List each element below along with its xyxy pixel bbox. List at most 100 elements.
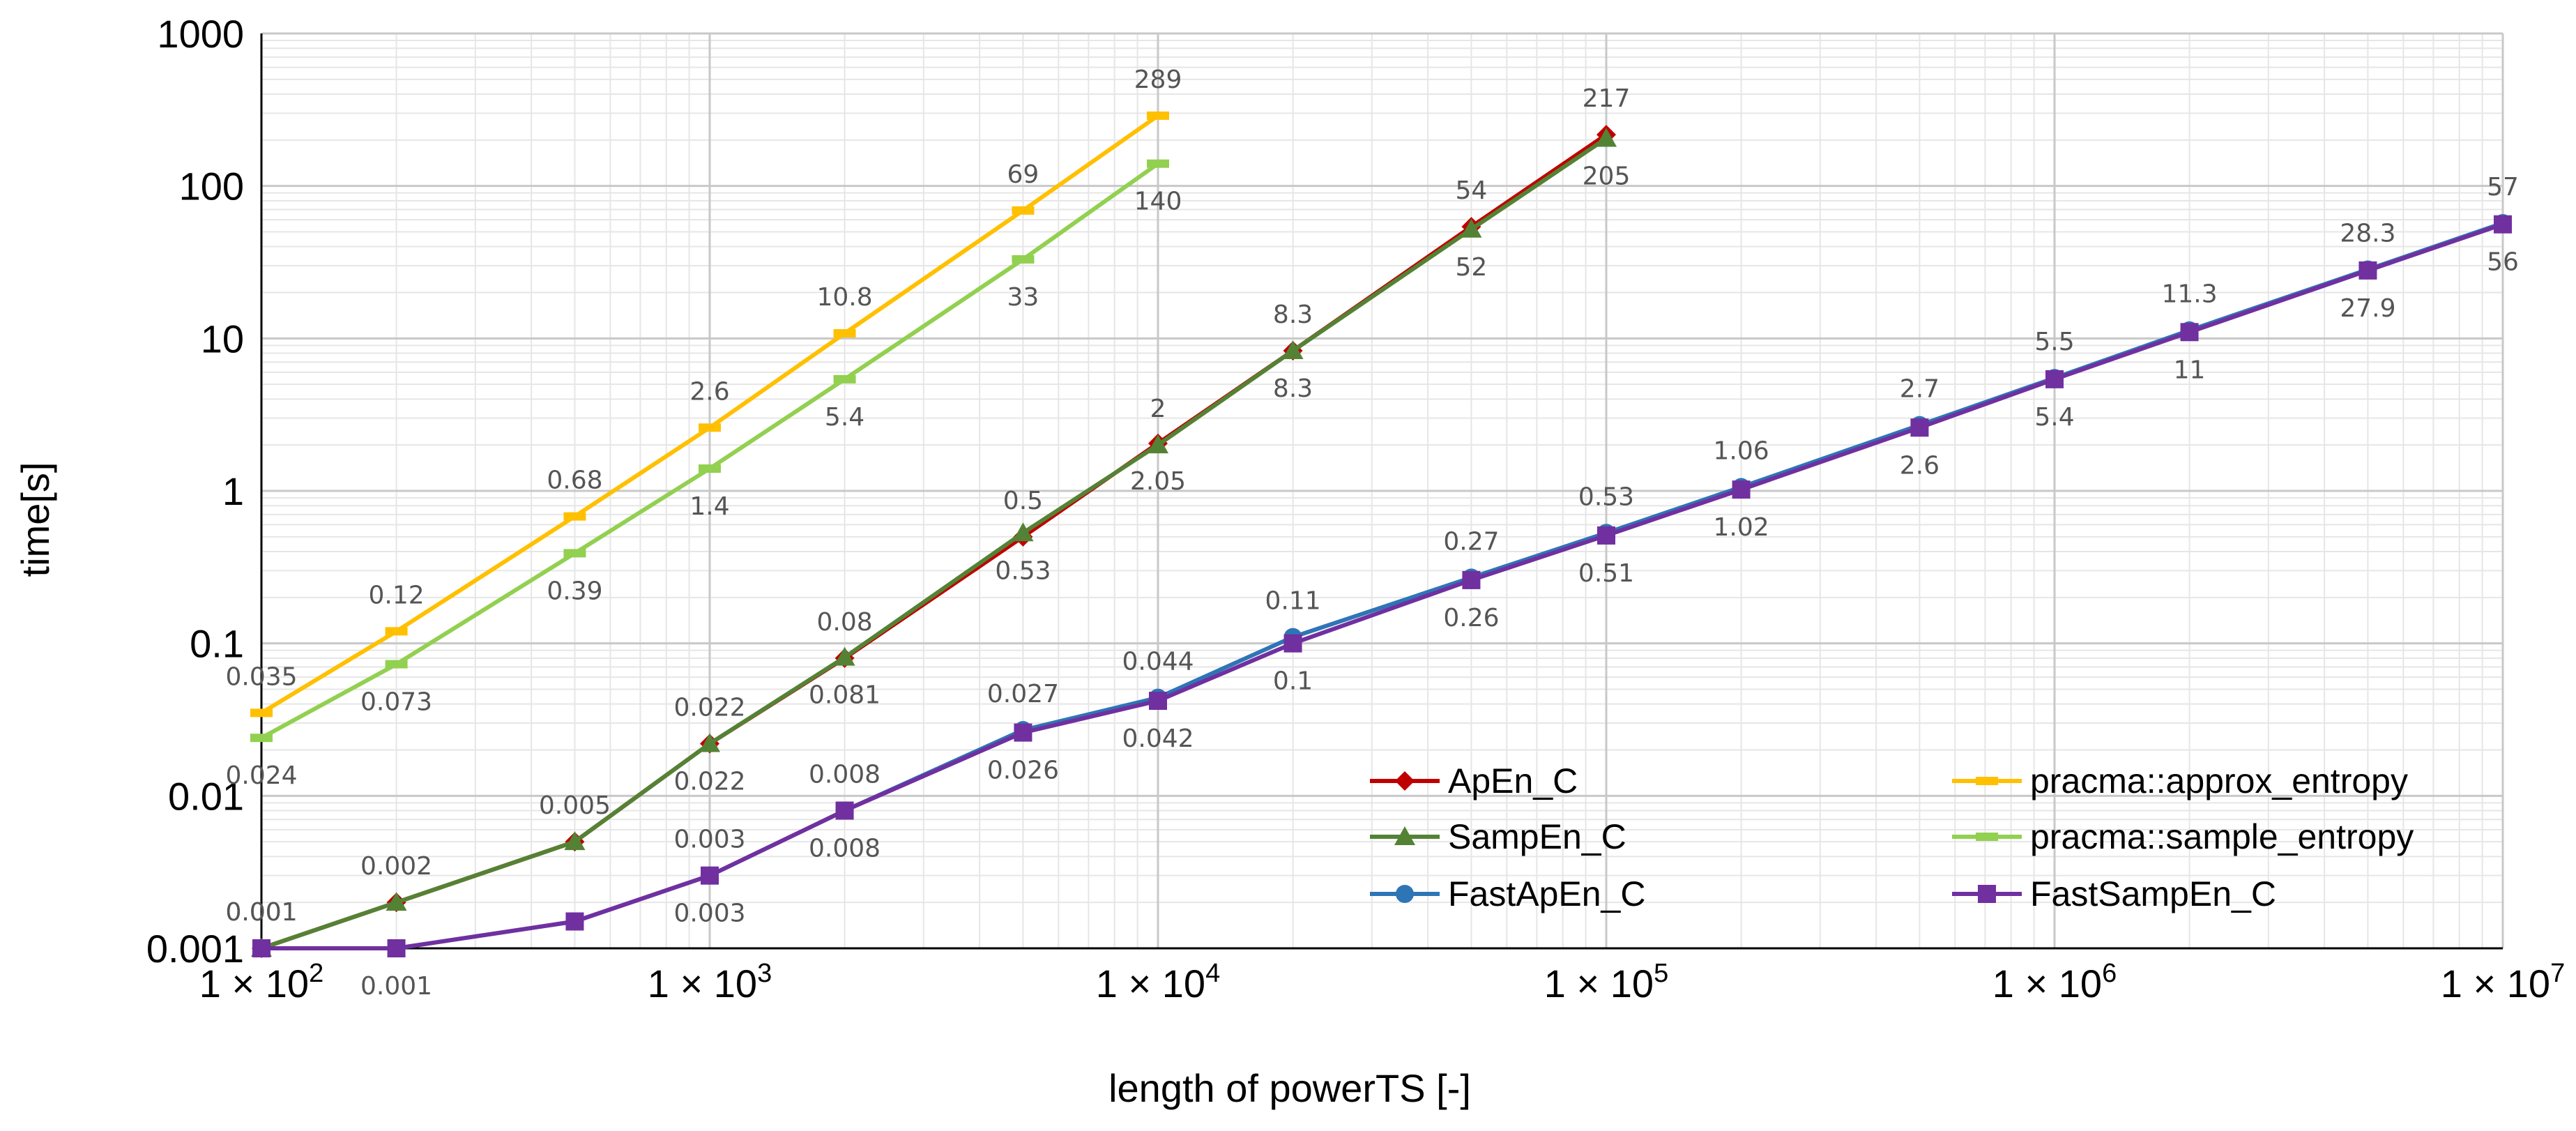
fastapen-c-data-label: 0.003 [673,826,745,854]
fastsampen-c-marker [1597,526,1615,545]
apen-c-data-label: 0.08 [816,608,872,637]
fastapen-c-data-label: 1.06 [1713,437,1769,465]
sampen-c-marker [834,646,855,666]
y-tick-label: 0.1 [190,622,244,666]
pracma-approx-entropy-marker [699,423,721,432]
fastsampen-c-data-label: 56 [2487,248,2519,277]
fastsampen-c-line [261,222,2503,950]
fastapen-c-data-label: 0.11 [1265,587,1320,616]
fastapen-c-data-label: 0.044 [1122,648,1194,676]
pracma-approx-entropy-marker [385,627,408,636]
y-tick-label: 1 [222,469,244,513]
fastsampen-c-data-label: 0.003 [673,900,745,928]
pracma-sample-entropy-data-label: 1.4 [689,492,729,521]
pracma-approx-entropy-data-label: 0.12 [368,581,424,609]
sampen-c-data-label: 8.3 [1273,374,1313,403]
y-tick-label: 1000 [157,12,244,56]
legend-label: SampEn_C [1448,817,1626,856]
pracma-approx-entropy-marker [1012,206,1035,215]
pracma-approx-entropy-marker [833,329,856,338]
sampen-c-marker [1012,522,1034,542]
pracma-approx-entropy-marker [1147,111,1169,120]
fastsampen-c-marker [2494,215,2512,234]
sampen-c-marker [1148,434,1168,454]
fastsampen-c-marker [1283,634,1302,653]
fastsampen-c-data-label: 0.026 [987,757,1059,785]
fastsampen-c-marker [2358,261,2377,280]
series-pracma-approx-entropy [250,111,1169,718]
sampen-c-marker [1282,340,1304,360]
sampen-c-marker [699,733,720,752]
fastsampen-c-data-label: 1.02 [1713,513,1769,542]
legend-label: FastSampEn_C [2030,874,2276,913]
pracma-sample-entropy-marker [563,549,586,558]
pracma-sample-entropy-data-label: 0.024 [225,761,297,790]
legend-sampen-c-marker [1394,826,1415,845]
x-tick-label: 1 × 104 [1096,959,1220,1005]
pracma-approx-entropy-data-label: 0.035 [225,662,297,691]
series-apen-c [252,125,1616,958]
pracma-approx-entropy-marker [250,708,273,718]
legend-pracma-approx-entropy-marker [1976,777,1998,785]
legend-fastsampen-c-marker [1978,885,1996,903]
sampen-c-marker [564,831,586,851]
fastapen-c-data-label: 5.5 [2034,328,2074,356]
legend-label: ApEn_C [1448,761,1578,800]
pracma-sample-entropy-data-label: 33 [1007,283,1039,312]
fastsampen-c-data-label: 5.4 [2034,403,2074,432]
apen-c-data-label: 0.022 [673,693,745,722]
pracma-sample-entropy-marker [250,734,273,743]
pracma-sample-entropy-marker [1147,159,1169,168]
fastsampen-c-marker [1910,418,1929,437]
fastapen-c-data-label: 0.008 [809,761,881,789]
pracma-sample-entropy-data-label: 140 [1134,188,1182,216]
pracma-sample-entropy-data-label: 5.4 [825,403,864,432]
pracma-approx-entropy-data-label: 2.6 [689,377,729,406]
fastsampen-c-marker [701,866,719,885]
pracma-sample-entropy-marker [699,464,721,473]
fastsampen-c-data-label: 0.26 [1443,604,1499,632]
pracma-approx-entropy-data-label: 10.8 [816,283,872,312]
series-layer [250,111,2512,958]
apen-c-data-label: 0.5 [1003,487,1043,515]
extra-data-label: 0.001 [225,898,297,927]
pracma-approx-entropy-data-label: 0.68 [547,466,602,495]
y-tick-label: 10 [201,317,244,360]
pracma-sample-entropy-marker [385,660,408,669]
pracma-sample-entropy-marker [1012,255,1035,264]
fastsampen-c-data-label: 0.51 [1578,559,1634,588]
sampen-c-marker [1461,218,1482,238]
sampen-c-data-label: 0.53 [995,556,1051,585]
legend-label: pracma::approx_entropy [2030,761,2408,800]
pracma-sample-entropy-data-label: 0.39 [547,577,602,605]
apen-c-data-label: 217 [1583,84,1631,113]
fastsampen-c-marker [252,939,270,957]
pracma-sample-entropy-marker [833,374,856,384]
legend-item-fastsampen-c: FastSampEn_C [1952,874,2276,913]
pracma-approx-entropy-data-label: 69 [1007,160,1039,189]
apen-c-data-label: 0.001 [225,898,297,927]
fastsampen-c-data-label: 2.6 [1900,451,1939,480]
sampen-c-marker [1596,128,1617,147]
fastsampen-c-marker [1149,692,1167,711]
sampen-c-data-label: 2 [1150,395,1166,423]
fastsampen-c-marker [387,939,406,957]
apen-c-data-label: 8.3 [1273,301,1313,329]
legend-label: pracma::sample_entropy [2030,817,2414,856]
pracma-approx-entropy-marker [563,512,586,521]
fastsampen-c-data-label: 11 [2174,356,2206,384]
sampen-c-data-label: 205 [1583,162,1631,190]
series-pracma-sample-entropy [250,159,1169,743]
fastsampen-c-marker [565,912,584,931]
x-tick-label: 1 × 102 [199,959,323,1005]
fastapen-c-data-label: 2.7 [1900,375,1939,404]
fastsampen-c-data-label: 0.001 [360,972,432,1001]
fastsampen-c-marker [835,801,854,820]
legend-item-pracma-approx-entropy: pracma::approx_entropy [1952,761,2408,800]
fastsampen-c-marker [1462,570,1481,589]
y-tick-label: 0.001 [146,927,244,971]
fastapen-c-data-label: 57 [2487,173,2519,202]
legend-pracma-sample-entropy-marker [1976,833,1998,841]
